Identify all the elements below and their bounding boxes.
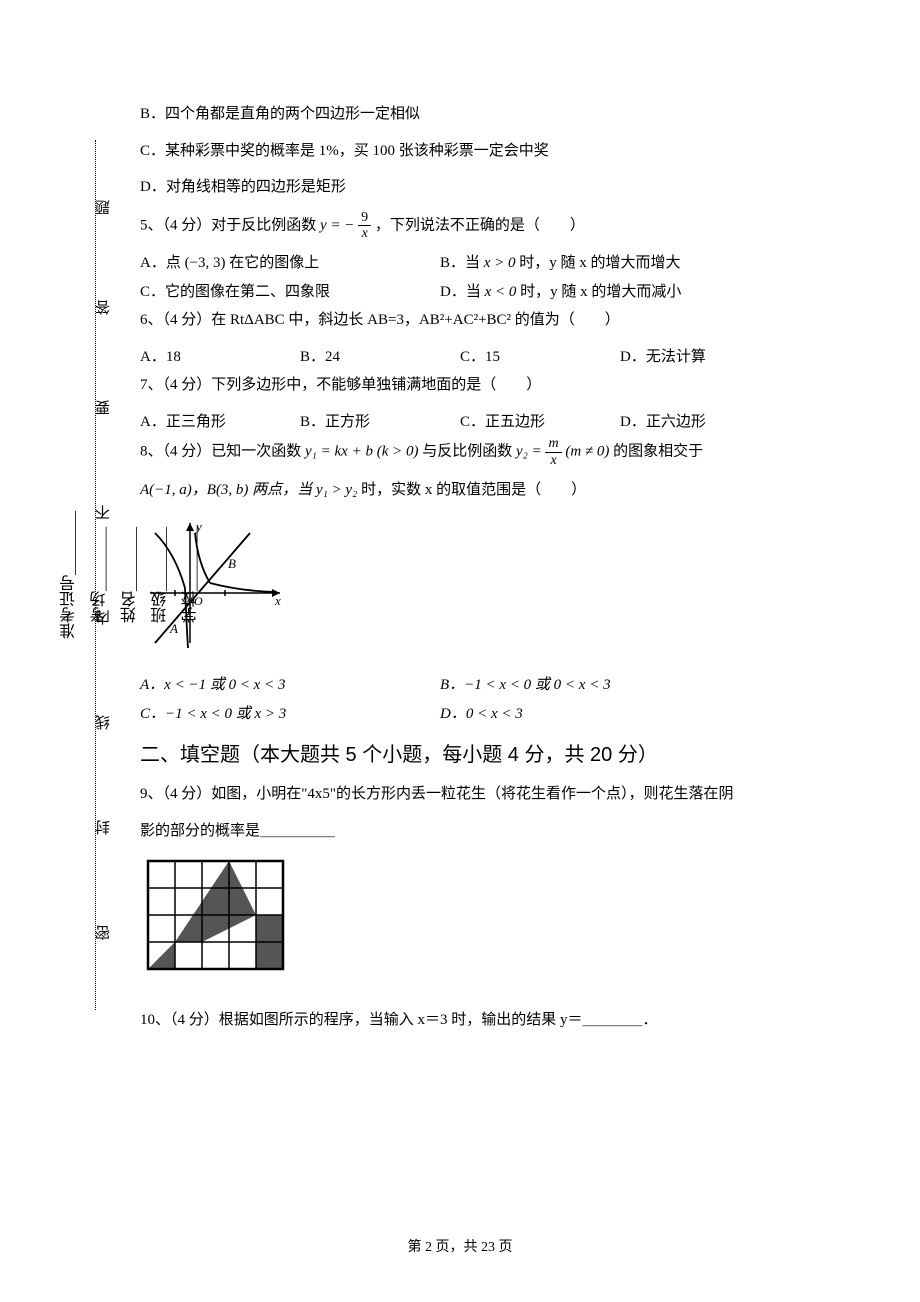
point-b-label: B [228,556,236,571]
q7-c: C．正五边形 [460,408,620,437]
frac-den: x [358,226,371,241]
q6-opts: A．18 B．24 C．15 D．无法计算 [140,343,840,372]
q5-d: D．当 x < 0 时，y 随 x 的增大而减小 [440,278,740,307]
q8-d: D．0 < x < 3 [440,700,740,729]
section-2-title: 二、填空题（本大题共 5 个小题，每小题 4 分，共 20 分） [140,736,840,774]
form-field-id: 准考证号________ [55,511,85,639]
q6-a: A．18 [140,343,300,372]
q8-c: C．−1 < x < 0 或 x > 3 [140,700,440,729]
q8-a: A．x < −1 或 0 < x < 3 [140,671,440,700]
option-c: C．某种彩票中奖的概率是 1%，买 100 张该种彩票一定会中奖 [140,137,840,166]
q5-frac: 9 x [358,210,371,242]
q6-stem: 6、（4 分）在 RtΔABC 中，斜边长 AB=3，AB²+AC²+BC² 的… [140,306,840,335]
q7-a: A．正三角形 [140,408,300,437]
option-d: D．对角线相等的四边形是矩形 [140,173,840,202]
q5-a: A．点 (−3, 3) 在它的图像上 [140,249,440,278]
q9-line2: 影的部分的概率是＿＿＿＿＿ [140,817,840,846]
frac-num: 9 [358,210,371,226]
q8-frac: m x [545,436,561,468]
page-footer: 第 2 页，共 23 页 [0,1235,920,1262]
q8-b: B．−1 < x < 0 或 0 < x < 3 [440,671,740,700]
q10-stem: 10、（4 分）根据如图所示的程序，当输入 x＝3 时，输出的结果 y＝＿＿＿＿… [140,1006,840,1035]
q9-line1: 9、（4 分）如图，小明在"4x5"的长方形内丢一粒花生（将花生看作一个点），则… [140,780,840,809]
frac-den: x [545,453,561,468]
q7-opts: A．正三角形 B．正方形 C．正五边形 D．正六边形 [140,408,840,437]
frac-num: m [545,436,561,452]
page-content: B．四个角都是直角的两个四边形一定相似 C．某种彩票中奖的概率是 1%，买 10… [140,100,840,1042]
q6-b: B．24 [300,343,460,372]
q8-row1: A．x < −1 或 0 < x < 3 B．−1 < x < 0 或 0 < … [140,671,840,700]
option-b: B．四个角都是直角的两个四边形一定相似 [140,100,840,129]
q6-c: C．15 [460,343,620,372]
q5-row1: A．点 (−3, 3) 在它的图像上 B．当 x > 0 时，y 随 x 的增大… [140,249,840,278]
y-axis-label: y [194,519,202,534]
q5-stem-post: ，下列说法不正确的是（ ） [375,217,585,233]
q5-eq: y = − [320,217,354,233]
q5-c: C．它的图像在第二、四象限 [140,278,440,307]
q9-grid [140,853,840,992]
q6-d: D．无法计算 [620,343,780,372]
q5-row2: C．它的图像在第二、四象限 D．当 x < 0 时，y 随 x 的增大而减小 [140,278,840,307]
x-axis-label: x [274,593,281,608]
q8-line2: A(−1, a)，B(3, b) 两点，当 y₁ > y₂ 时，实数 x 的取值… [140,476,840,505]
q5-stem-pre: 5、（4 分）对于反比例函数 [140,217,320,233]
q8-row2: C．−1 < x < 0 或 x > 3 D．0 < x < 3 [140,700,840,729]
form-field-room: 考场________ [85,527,115,623]
q7-stem: 7、（4 分）下列多边形中，不能够单独铺满地面的是（ ） [140,371,840,400]
q8-stem: 8、（4 分）已知一次函数 y₁ = kx + b (k > 0) 与反比例函数… [140,436,840,468]
q5-b: B．当 x > 0 时，y 随 x 的增大而增大 [440,249,740,278]
q7-d: D．正六边形 [620,408,780,437]
q5-stem: 5、（4 分）对于反比例函数 y = − 9 x ，下列说法不正确的是（ ） [140,210,840,242]
q8-graph: y x O A B [140,513,840,664]
q7-b: B．正方形 [300,408,460,437]
point-a-label: A [169,621,178,636]
